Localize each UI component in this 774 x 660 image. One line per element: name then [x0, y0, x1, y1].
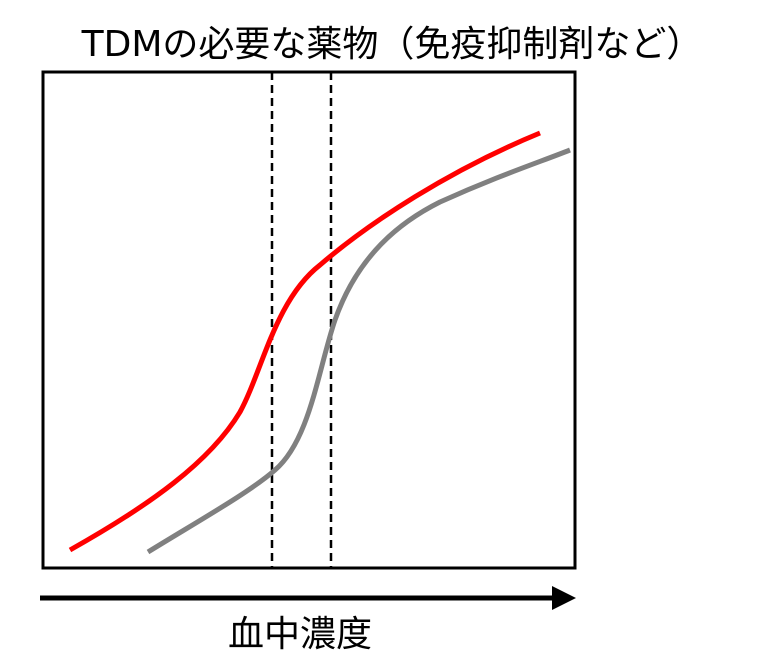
x-axis-label: 血中濃度	[228, 614, 372, 655]
gray-curve	[146, 147, 571, 555]
plot-frame	[41, 70, 577, 570]
red-curve	[68, 130, 541, 553]
title: TDMの必要な薬物（免疫抑制剤など）	[81, 24, 703, 65]
arrow-head	[552, 586, 576, 610]
